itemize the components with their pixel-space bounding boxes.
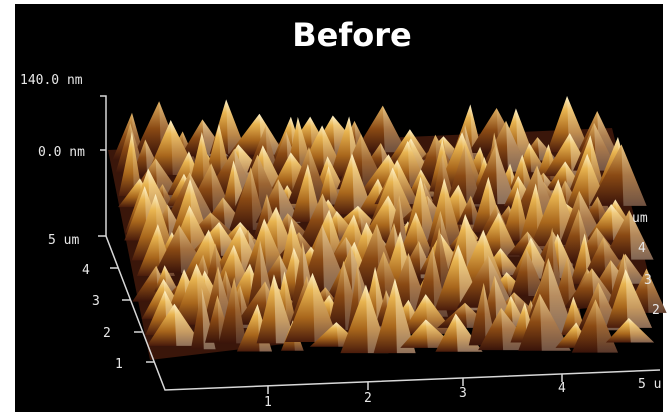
x-label: 2 [364,391,372,406]
x-label: 1 [264,395,272,410]
y-label: 4 [82,263,90,278]
x-label: 3 [459,386,467,401]
x-label: 4 [558,381,566,396]
right-label: 4 [638,241,646,256]
z-label: 140.0 nm [20,73,83,88]
afm-image: Before 140.0 nm 0.0 nm 5 um 4 3 2 1 1 2 … [0,0,671,415]
y-label: 2 [103,326,111,341]
right-label: um [632,211,648,226]
x-label: 5 u [638,377,661,392]
right-label: 3 [644,273,652,288]
y-label: 5 um [48,233,79,248]
y-label: 1 [115,357,123,372]
y-label: 3 [92,294,100,309]
title: Before [292,16,411,54]
right-label: 2 [652,303,660,318]
z-label: 0.0 nm [38,145,85,160]
